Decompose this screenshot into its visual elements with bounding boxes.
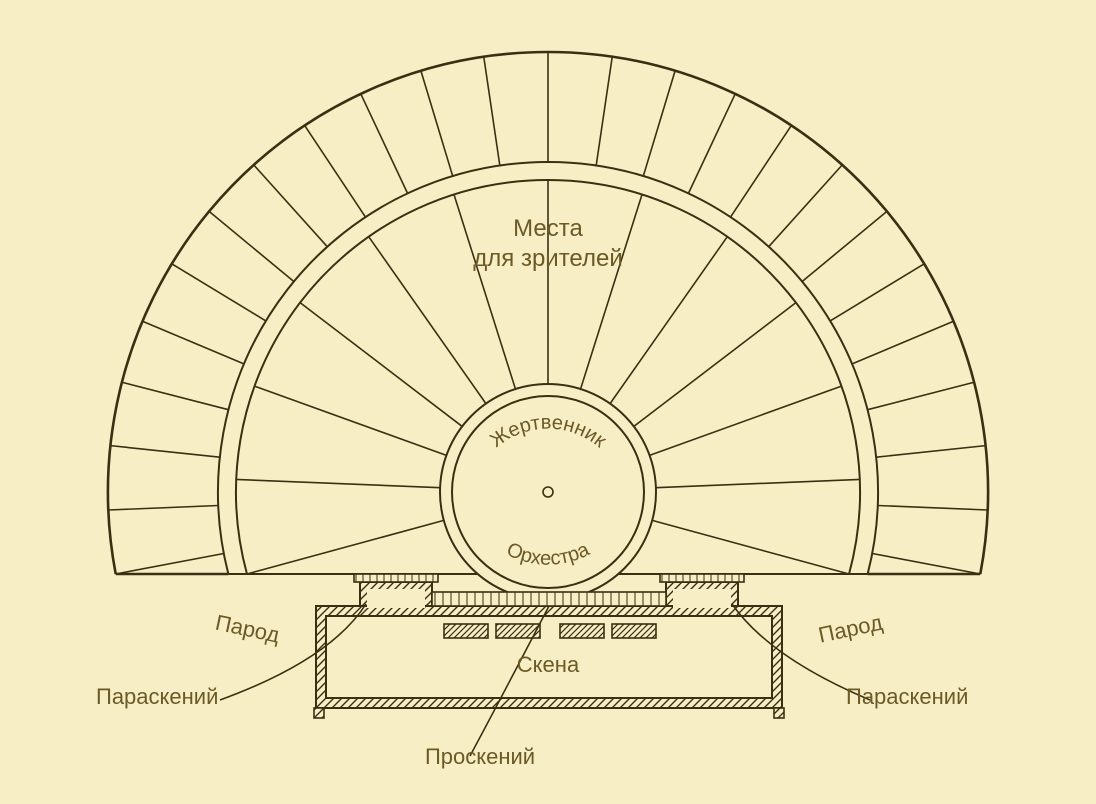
theatre-plan-diagram: Места для зрителей Жертвенник Орхестра П… xyxy=(0,0,1096,804)
label-orchestra: Орхестра xyxy=(503,538,593,570)
label-altar: Жертвенник xyxy=(486,412,610,453)
label-parod-right: Парод xyxy=(816,610,885,648)
label-proskenion: Проскений xyxy=(425,744,535,769)
label-seats-line1: Места xyxy=(513,215,583,242)
skene-building xyxy=(314,574,784,718)
label-paraskenion-left: Параскений xyxy=(96,684,218,709)
cavea-seating xyxy=(108,52,988,574)
label-skene: Скена xyxy=(517,652,580,677)
label-parod-left: Парод xyxy=(213,610,282,648)
label-seats-line2: для зрителей xyxy=(473,245,622,272)
label-paraskenion-right: Параскений xyxy=(846,684,968,709)
